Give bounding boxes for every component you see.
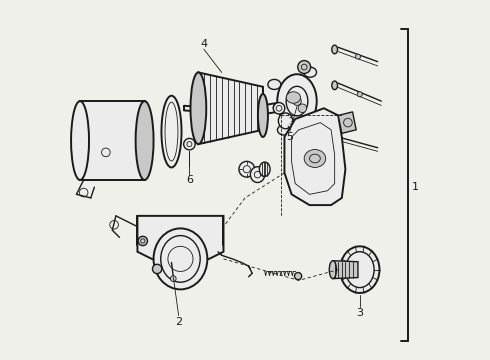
Ellipse shape	[258, 94, 268, 137]
Ellipse shape	[184, 138, 195, 150]
Ellipse shape	[304, 67, 317, 77]
Ellipse shape	[298, 60, 311, 73]
Ellipse shape	[278, 113, 293, 129]
Ellipse shape	[273, 103, 285, 114]
Ellipse shape	[259, 162, 270, 176]
Polygon shape	[137, 216, 223, 262]
Ellipse shape	[294, 273, 302, 280]
Text: 6: 6	[186, 175, 193, 185]
Text: 5: 5	[286, 132, 294, 142]
Ellipse shape	[332, 134, 338, 143]
Ellipse shape	[191, 72, 206, 144]
Ellipse shape	[277, 125, 291, 135]
Ellipse shape	[171, 276, 176, 282]
Ellipse shape	[332, 81, 338, 90]
Text: 4: 4	[200, 39, 207, 49]
Ellipse shape	[277, 74, 317, 128]
Text: 2: 2	[175, 317, 182, 327]
Ellipse shape	[357, 92, 362, 97]
Polygon shape	[292, 123, 335, 194]
Ellipse shape	[286, 92, 300, 103]
Ellipse shape	[152, 264, 162, 274]
Ellipse shape	[239, 161, 255, 177]
Polygon shape	[80, 101, 145, 180]
Ellipse shape	[136, 101, 153, 180]
Ellipse shape	[340, 246, 379, 293]
Polygon shape	[285, 108, 345, 205]
Ellipse shape	[293, 97, 301, 105]
Ellipse shape	[273, 103, 282, 112]
Ellipse shape	[329, 261, 337, 279]
Polygon shape	[198, 72, 263, 144]
Ellipse shape	[304, 149, 326, 167]
Ellipse shape	[143, 153, 150, 160]
Text: 3: 3	[356, 308, 363, 318]
Ellipse shape	[332, 45, 338, 54]
Polygon shape	[338, 112, 356, 134]
Ellipse shape	[138, 236, 147, 246]
Ellipse shape	[250, 167, 265, 183]
Ellipse shape	[355, 54, 361, 59]
Text: 1: 1	[412, 182, 419, 192]
Ellipse shape	[268, 80, 281, 89]
Ellipse shape	[71, 101, 89, 180]
Polygon shape	[333, 261, 358, 279]
Ellipse shape	[298, 104, 307, 113]
Ellipse shape	[153, 228, 207, 289]
Ellipse shape	[313, 113, 326, 123]
